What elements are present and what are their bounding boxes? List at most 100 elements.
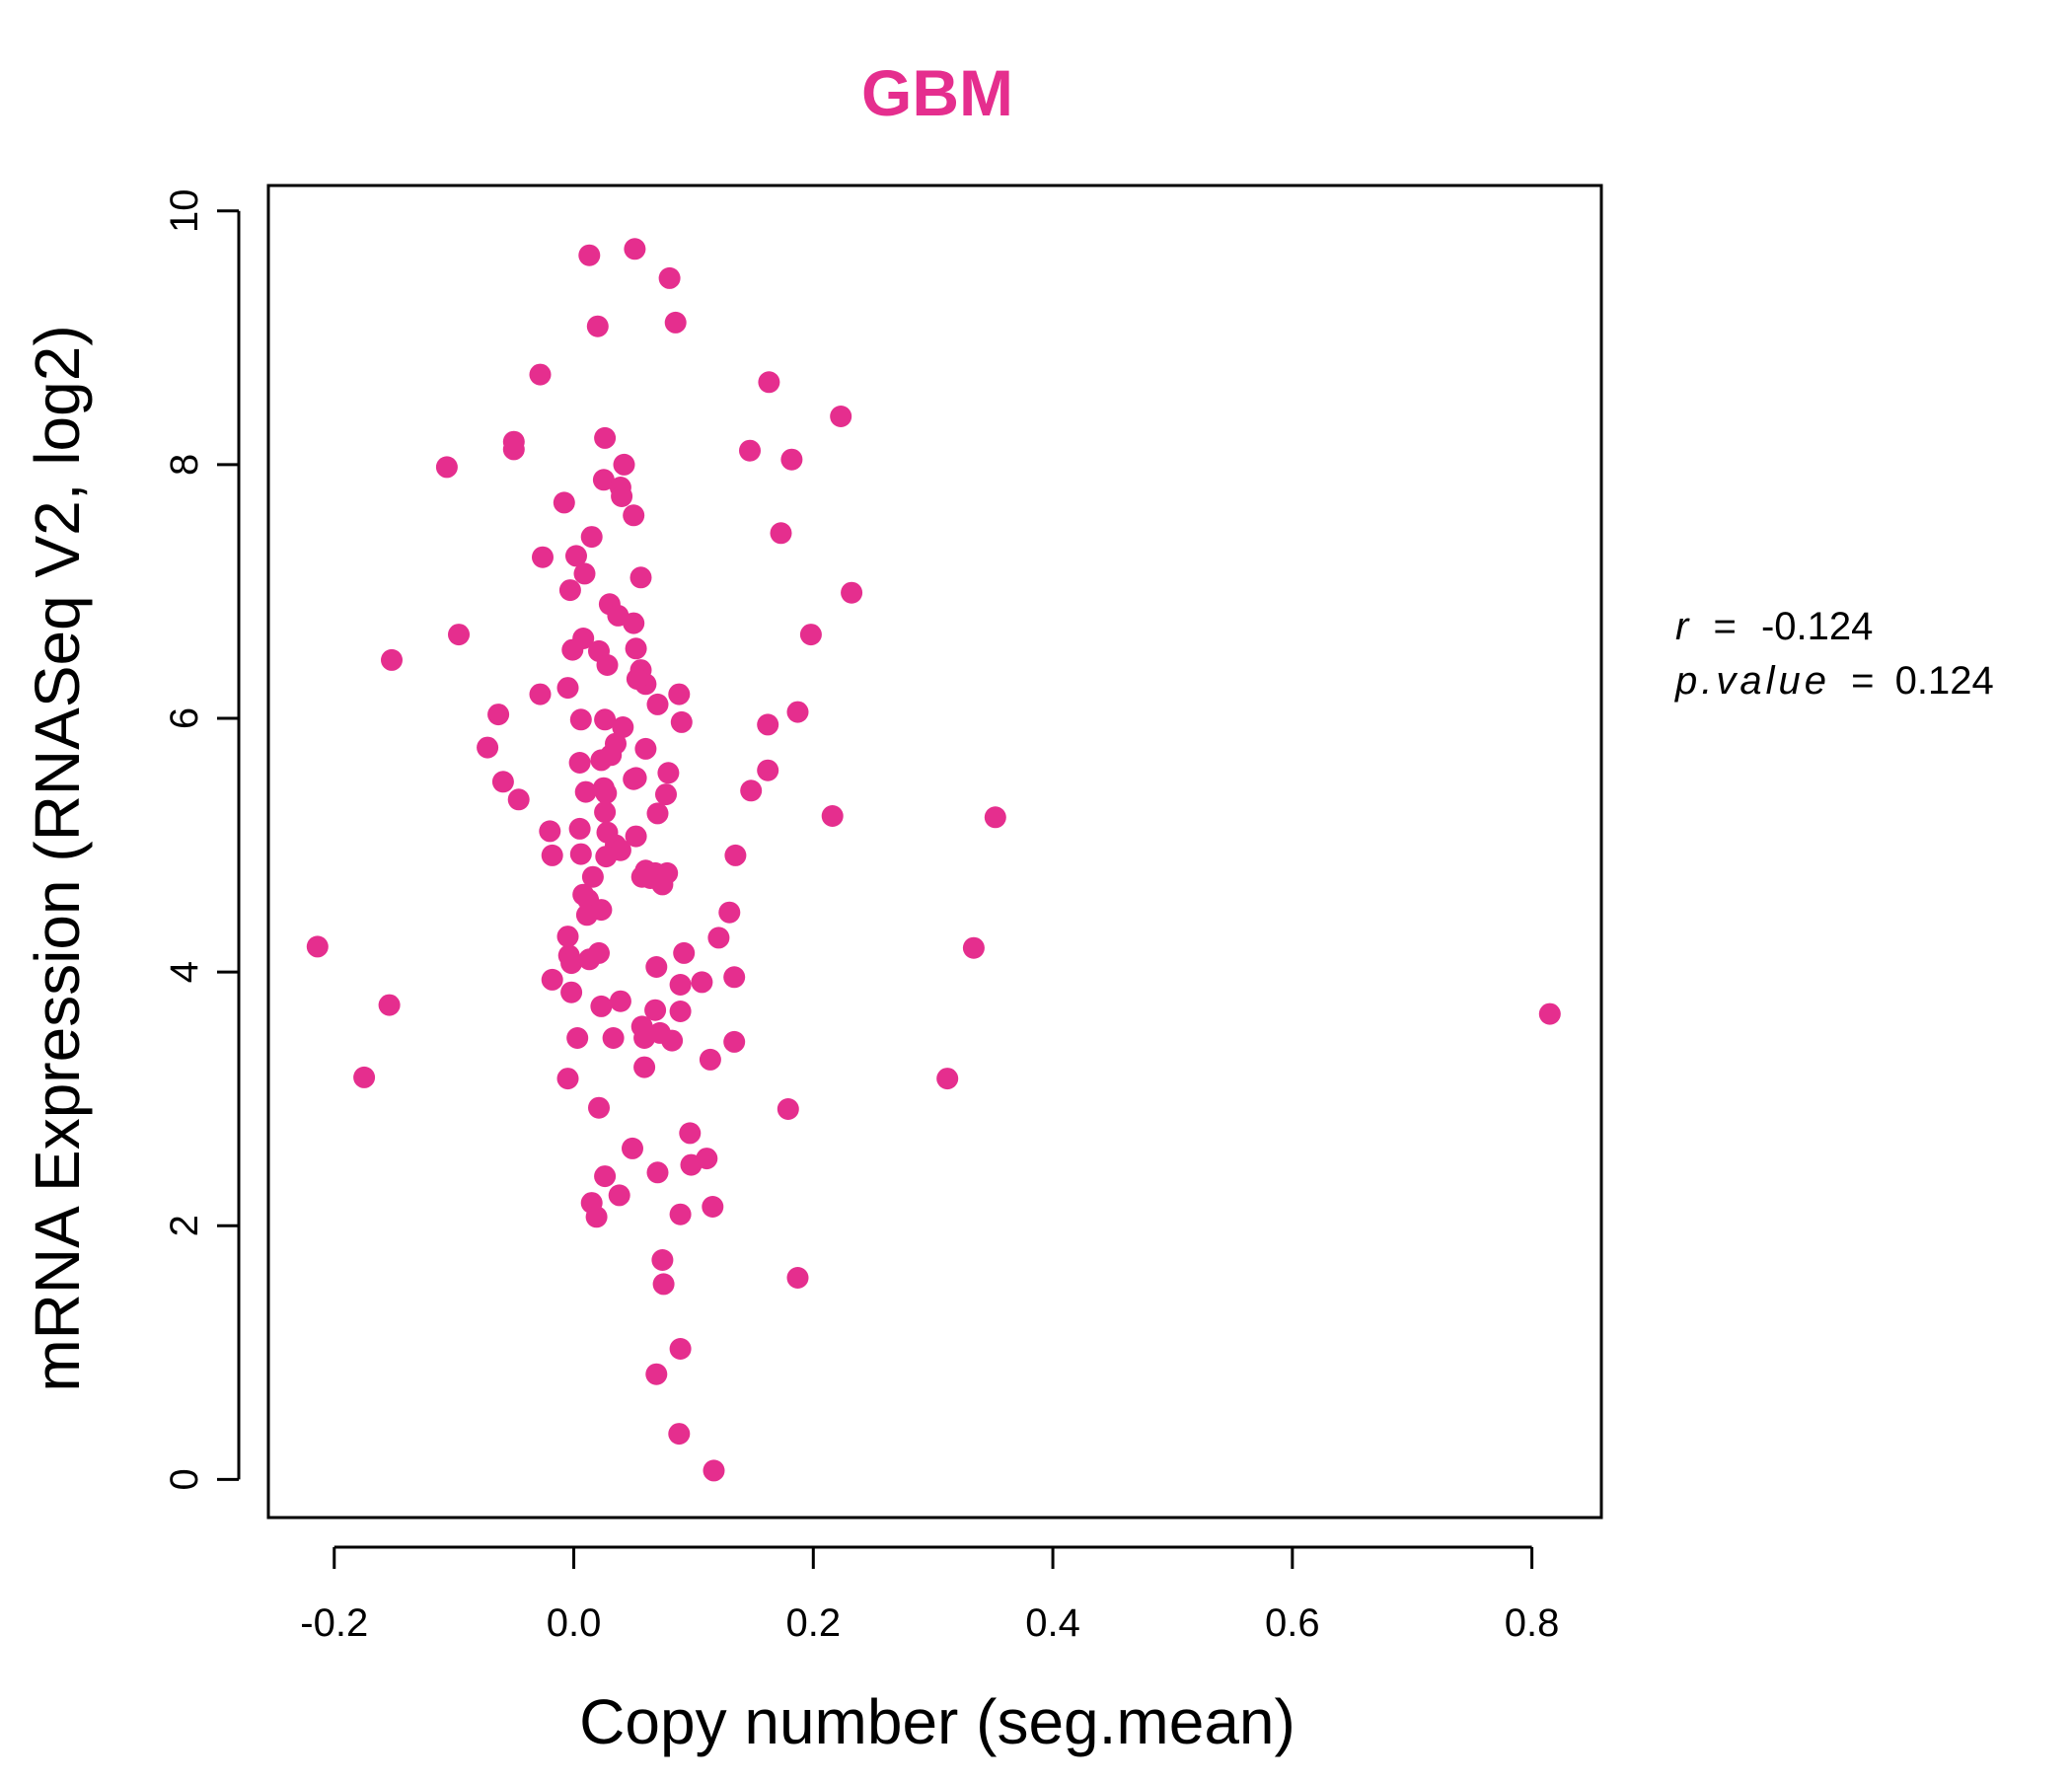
data-point xyxy=(596,654,619,676)
data-point xyxy=(770,522,792,545)
data-point xyxy=(673,941,696,964)
x-axis: -0.2 0.0 0.2 0.4 0.6 0.8 xyxy=(300,1545,1560,1645)
y-tick-label: 2 xyxy=(163,1215,206,1236)
r-stat: r = -0.124 xyxy=(1675,605,1873,648)
data-point xyxy=(556,1068,579,1090)
data-point xyxy=(786,1267,809,1289)
data-point xyxy=(573,562,596,585)
data-point xyxy=(757,713,779,736)
data-point xyxy=(707,927,730,949)
data-point xyxy=(612,716,634,738)
data-point xyxy=(487,704,510,726)
data-point xyxy=(646,802,669,825)
y-tick-label: 8 xyxy=(163,454,206,476)
data-point xyxy=(723,1030,746,1053)
data-point xyxy=(652,1273,675,1296)
data-point xyxy=(590,995,613,1017)
data-point xyxy=(578,948,601,971)
y-tick-label: 10 xyxy=(163,188,206,233)
data-point xyxy=(578,244,601,266)
data-point xyxy=(565,545,587,567)
data-point xyxy=(581,865,604,888)
data-point xyxy=(595,846,618,868)
data-point xyxy=(668,683,691,705)
data-point xyxy=(560,981,583,1003)
data-point xyxy=(691,971,713,994)
y-tick-label: 0 xyxy=(163,1468,206,1490)
data-point xyxy=(629,566,652,589)
data-point xyxy=(594,708,617,731)
data-point xyxy=(556,926,579,948)
data-point xyxy=(651,1249,674,1271)
data-point xyxy=(569,708,592,731)
data-point xyxy=(613,453,635,476)
data-point xyxy=(740,779,763,802)
data-points xyxy=(306,238,1561,1482)
data-point xyxy=(669,1203,692,1225)
data-point xyxy=(739,439,761,462)
data-point xyxy=(702,1196,724,1218)
data-point xyxy=(561,638,584,661)
data-point xyxy=(381,648,403,671)
data-point xyxy=(566,1027,589,1049)
data-point xyxy=(611,485,633,507)
data-point xyxy=(448,624,470,646)
x-tick-label: 0.8 xyxy=(1505,1601,1560,1645)
y-axis-label: mRNA Expression (RNASeq V2, log2) xyxy=(22,325,93,1391)
data-point xyxy=(625,637,647,660)
data-point xyxy=(556,677,579,700)
p-equals: = xyxy=(1851,659,1874,703)
data-point xyxy=(679,1122,702,1145)
data-point xyxy=(353,1066,376,1088)
data-point xyxy=(830,406,852,427)
data-point xyxy=(984,806,1006,829)
data-point xyxy=(529,683,552,705)
data-point xyxy=(680,1153,703,1176)
data-point xyxy=(558,579,581,602)
data-point xyxy=(724,844,747,866)
data-point xyxy=(669,1338,692,1360)
data-point xyxy=(645,1363,668,1385)
data-point xyxy=(651,873,674,896)
data-point xyxy=(568,752,591,774)
p-label: p.value xyxy=(1674,659,1830,703)
r-equals: = xyxy=(1713,605,1736,648)
data-point xyxy=(758,371,780,394)
data-point xyxy=(594,801,617,824)
data-point xyxy=(609,990,631,1012)
data-point xyxy=(575,904,598,927)
chart-title: GBM xyxy=(861,56,1013,129)
data-point xyxy=(658,266,681,289)
x-tick-label: 0.0 xyxy=(547,1601,602,1645)
y-tick-label: 4 xyxy=(163,961,206,983)
data-point xyxy=(553,491,575,514)
data-point xyxy=(699,1048,721,1071)
data-point xyxy=(539,820,561,843)
data-point xyxy=(560,952,583,975)
data-point xyxy=(580,526,603,549)
data-point xyxy=(655,783,677,806)
data-point xyxy=(962,936,985,959)
data-point xyxy=(777,1098,799,1120)
data-point xyxy=(569,843,592,865)
data-point xyxy=(633,1027,656,1049)
data-point xyxy=(623,768,645,790)
data-point xyxy=(574,780,597,803)
data-point xyxy=(592,469,615,491)
data-point xyxy=(541,844,563,866)
data-point xyxy=(608,1184,630,1207)
data-point xyxy=(821,805,844,827)
plot-area xyxy=(266,184,1603,1520)
data-point xyxy=(646,1161,669,1184)
data-point xyxy=(799,624,822,646)
data-point xyxy=(622,1137,643,1159)
data-point xyxy=(664,311,687,334)
data-point xyxy=(645,956,668,978)
data-point xyxy=(585,1206,608,1228)
data-point xyxy=(661,1029,684,1052)
data-point xyxy=(532,546,554,568)
data-point xyxy=(623,504,645,527)
data-point xyxy=(586,315,609,337)
data-point xyxy=(780,448,803,471)
